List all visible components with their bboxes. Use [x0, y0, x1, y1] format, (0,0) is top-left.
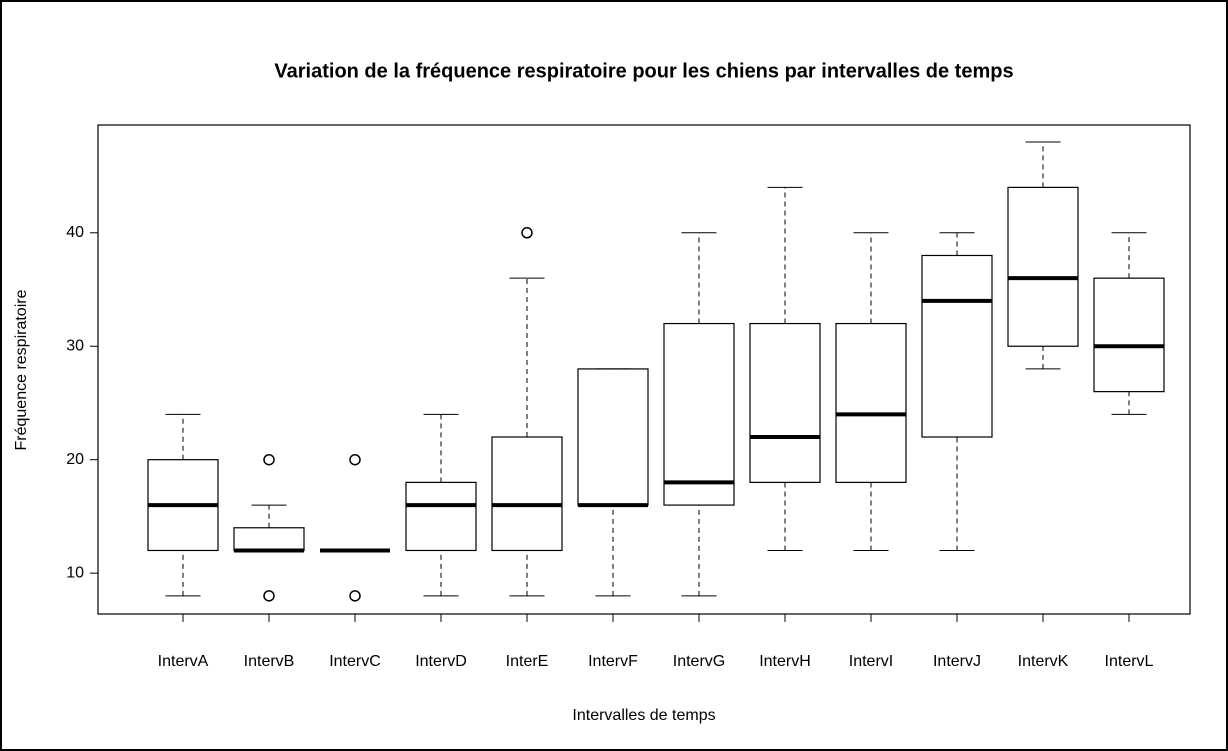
box [749, 322, 821, 483]
x-tick-label: IntervH [759, 653, 811, 670]
x-axis-label: Intervalles de temps [572, 707, 715, 724]
x-tick-label: IntervK [1018, 653, 1069, 670]
x-tick-label: IntervI [849, 653, 893, 670]
box [1093, 277, 1165, 393]
box [1007, 186, 1079, 347]
box [835, 322, 907, 483]
x-tick-label: IntervJ [933, 653, 981, 670]
x-tick-label: IntervB [244, 653, 295, 670]
box [491, 436, 563, 552]
box [921, 254, 993, 438]
x-tick-label: IntervL [1105, 653, 1154, 670]
plot-box [97, 124, 1191, 615]
x-tick-label: InterE [506, 653, 549, 670]
y-tick-label: 20 [66, 451, 84, 468]
box [405, 481, 477, 552]
box [663, 322, 735, 506]
outlier [263, 590, 275, 602]
outlier [349, 590, 361, 602]
outlier [521, 227, 533, 239]
outlier [349, 453, 361, 466]
outlier [263, 453, 275, 466]
y-tick-label: 10 [66, 564, 84, 581]
y-axis-label: Fréquence respiratoire [13, 289, 30, 450]
x-tick-label: IntervD [415, 653, 467, 670]
box [577, 368, 649, 506]
x-tick-label: IntervC [329, 653, 381, 670]
y-tick-label: 30 [66, 337, 84, 354]
chart-title: Variation de la fréquence respiratoire p… [274, 60, 1013, 82]
box [233, 527, 305, 552]
x-tick-label: IntervG [673, 653, 725, 670]
x-tick-label: IntervA [158, 653, 209, 670]
x-tick-label: IntervF [588, 653, 638, 670]
y-tick-label: 40 [66, 224, 84, 241]
